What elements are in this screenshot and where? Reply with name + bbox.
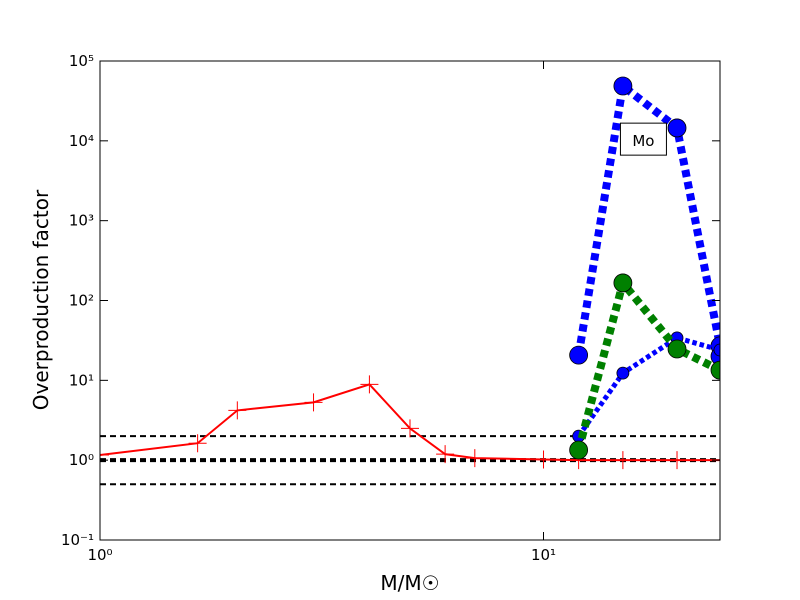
data-point	[613, 76, 633, 96]
data-point	[100, 446, 109, 465]
y-tick-label: 10⁵	[69, 52, 94, 70]
data-point	[304, 393, 323, 412]
x-axis-label: M/M☉	[380, 571, 439, 595]
data-point	[667, 339, 687, 359]
x-tick-label: 10⁰	[87, 546, 112, 564]
y-axis-label: Overproduction factor	[29, 189, 53, 410]
data-point	[668, 451, 687, 470]
data-point	[613, 273, 633, 293]
data-point	[360, 375, 379, 394]
y-tick-label: 10⁰	[69, 451, 94, 469]
data-point	[401, 419, 419, 438]
series-line	[574, 274, 720, 452]
data-point	[465, 449, 484, 468]
data-point	[436, 445, 455, 464]
data-point	[534, 450, 553, 469]
data-point	[710, 360, 720, 380]
data-point	[228, 401, 247, 420]
y-tick-label: 10⁴	[69, 132, 94, 150]
data-point	[569, 345, 589, 365]
y-tick-label: 10²	[69, 292, 94, 310]
annotation-box	[619, 122, 667, 156]
data-point	[188, 434, 207, 453]
y-tick-label: 10⁻¹	[61, 531, 94, 549]
y-tick-label: 10³	[69, 212, 94, 230]
data-point	[713, 343, 720, 357]
data-point	[569, 440, 589, 460]
x-tick-label: 10¹	[531, 546, 556, 564]
data-point	[667, 118, 687, 138]
data-point	[613, 451, 632, 470]
plot-area	[100, 76, 720, 486]
annotation: Mo	[632, 132, 654, 150]
data-point	[616, 366, 630, 380]
series-line	[576, 335, 720, 438]
y-tick-label: 10¹	[69, 371, 94, 389]
